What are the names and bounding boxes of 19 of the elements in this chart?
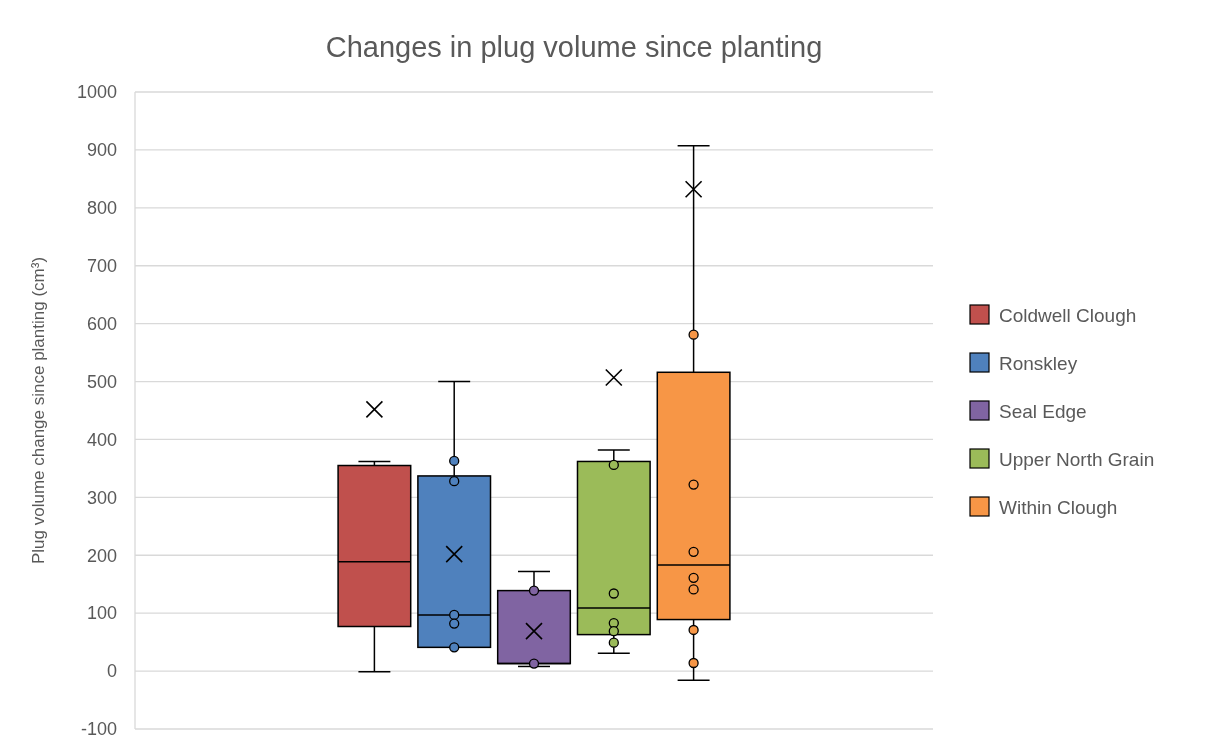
legend-label: Upper North Grain — [999, 448, 1155, 470]
y-tick-label: 100 — [86, 603, 117, 624]
chart-title: Changes in plug volume since planting — [325, 31, 823, 63]
legend-label: Within Clough — [999, 496, 1118, 518]
y-tick-label: 700 — [86, 256, 117, 277]
y-tick-label: 800 — [86, 198, 117, 219]
y-tick-label: -100 — [80, 719, 117, 740]
legend-label: Seal Edge — [999, 400, 1087, 422]
legend-label: Ronskley — [999, 352, 1078, 374]
legend-label: Coldwell Clough — [999, 304, 1137, 326]
y-axis-title: Plug volume change since planting (cm³) — [29, 256, 48, 565]
y-tick-label: 200 — [86, 545, 117, 566]
y-tick-label: 400 — [86, 429, 117, 450]
y-tick-label: 500 — [86, 371, 117, 392]
y-tick-label: 300 — [86, 487, 117, 508]
y-tick-label: 600 — [86, 313, 117, 334]
y-tick-label: 1000 — [76, 82, 117, 103]
y-tick-label: 0 — [106, 661, 117, 682]
y-tick-label: 900 — [86, 140, 117, 161]
